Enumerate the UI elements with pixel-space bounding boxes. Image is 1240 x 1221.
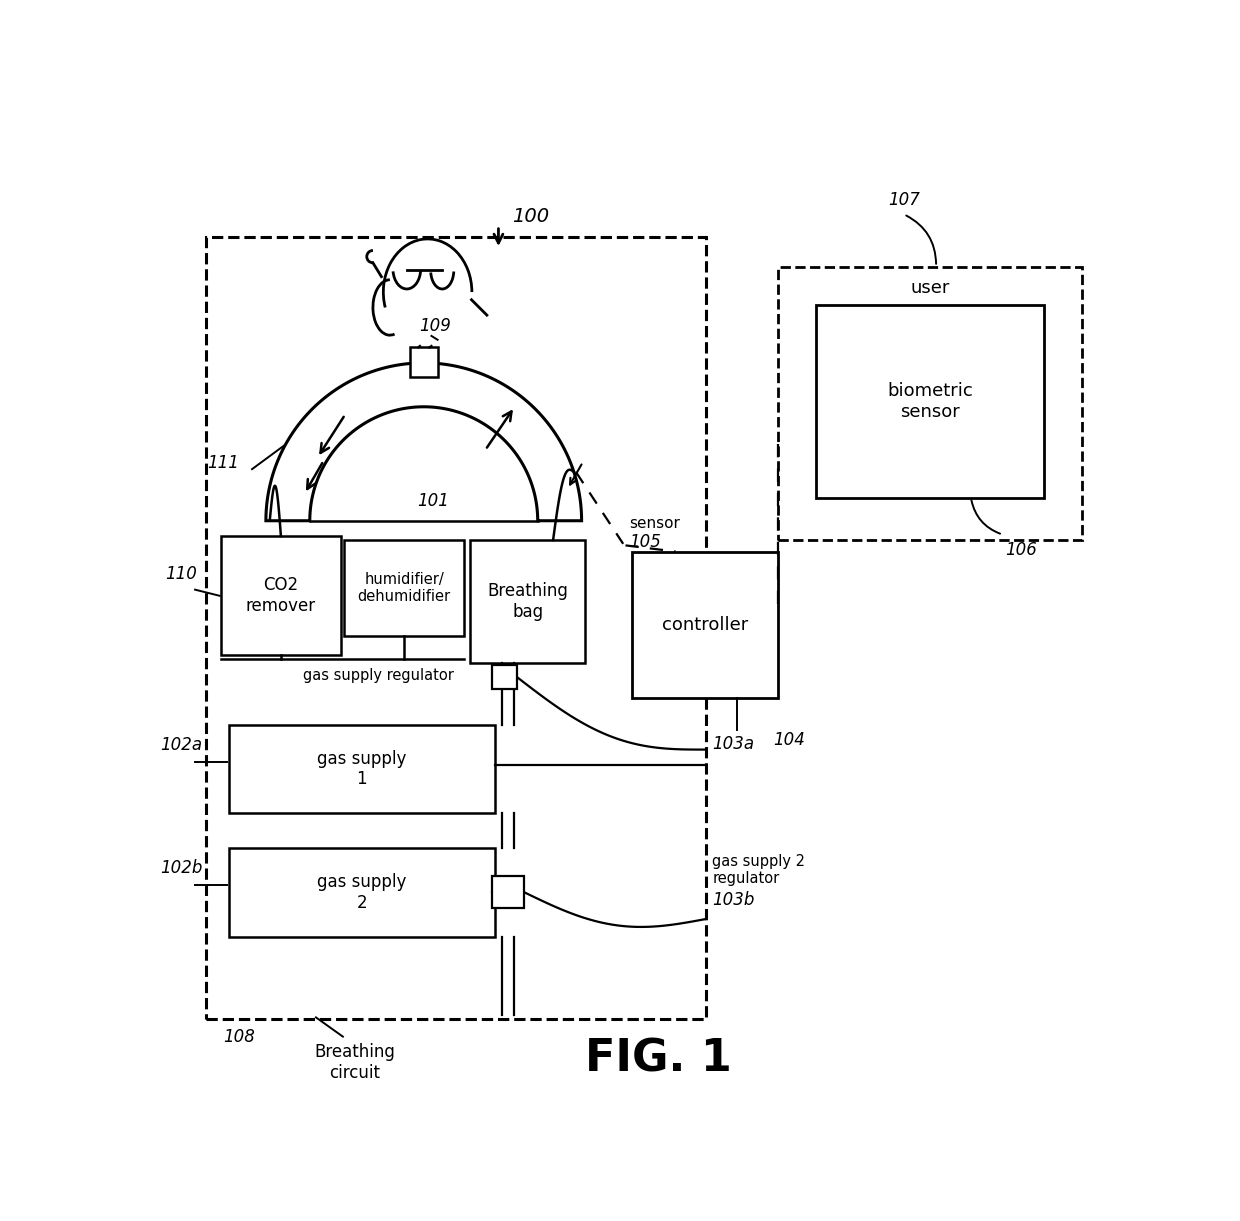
- Text: 106: 106: [1004, 541, 1037, 559]
- Text: 108: 108: [223, 1028, 255, 1045]
- Bar: [345, 540, 464, 636]
- Bar: [206, 237, 707, 1020]
- Bar: [816, 305, 1044, 498]
- Bar: [410, 348, 438, 377]
- Text: biometric
sensor: biometric sensor: [887, 382, 973, 421]
- Text: circuit: circuit: [329, 1063, 379, 1082]
- Bar: [492, 877, 525, 908]
- Bar: [229, 849, 495, 937]
- Text: 104: 104: [774, 731, 806, 750]
- Text: gas supply
2: gas supply 2: [317, 873, 407, 912]
- Text: 102b: 102b: [160, 860, 202, 877]
- Text: 111: 111: [207, 454, 239, 473]
- Text: 100: 100: [512, 208, 549, 226]
- Text: 102a: 102a: [160, 736, 202, 755]
- Text: gas supply
1: gas supply 1: [317, 750, 407, 789]
- Text: 110: 110: [165, 565, 197, 584]
- Bar: [470, 540, 585, 663]
- Bar: [492, 664, 517, 690]
- Text: 101: 101: [417, 492, 449, 510]
- Polygon shape: [265, 363, 582, 520]
- Text: CO2
remover: CO2 remover: [246, 576, 316, 615]
- Bar: [631, 552, 777, 698]
- Text: gas supply regulator: gas supply regulator: [303, 668, 454, 683]
- Text: regulator: regulator: [713, 871, 780, 886]
- Text: controller: controller: [662, 615, 748, 634]
- Text: gas supply 2: gas supply 2: [713, 853, 806, 869]
- Text: 103a: 103a: [713, 735, 755, 753]
- Text: 103b: 103b: [713, 891, 755, 908]
- Text: FIG. 1: FIG. 1: [585, 1038, 732, 1081]
- Text: 109: 109: [419, 317, 451, 335]
- Text: 107: 107: [888, 192, 920, 210]
- Text: humidifier/
dehumidifier: humidifier/ dehumidifier: [357, 571, 450, 604]
- Text: user: user: [910, 280, 950, 297]
- Bar: [777, 266, 1083, 540]
- Bar: [221, 536, 341, 656]
- Text: Breathing
bag: Breathing bag: [487, 582, 568, 621]
- Text: 105: 105: [630, 534, 661, 552]
- Bar: [229, 725, 495, 813]
- Text: Breathing: Breathing: [314, 1043, 394, 1061]
- Text: sensor: sensor: [630, 515, 681, 531]
